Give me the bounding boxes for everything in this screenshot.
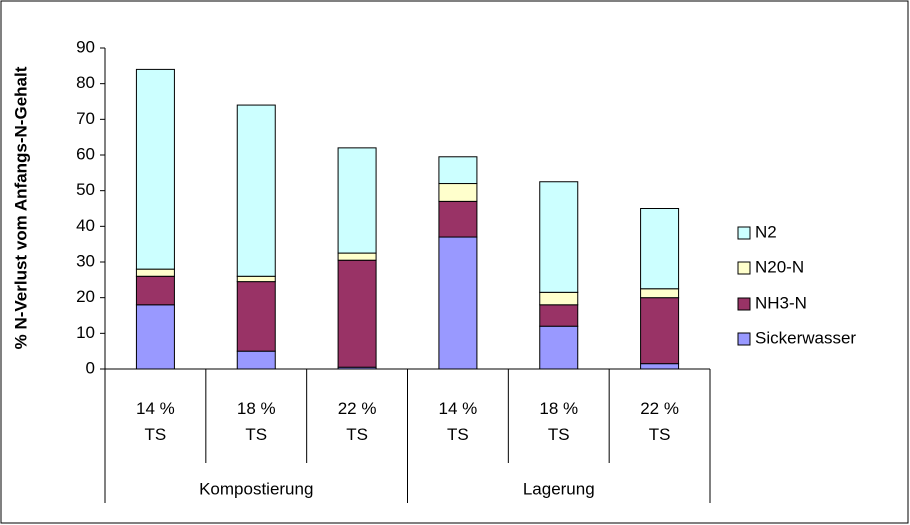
legend-label: N20-N: [755, 257, 804, 276]
bar-segment: [236, 275, 276, 283]
y-tick-label: 10: [76, 323, 95, 342]
bar-segment: [337, 259, 377, 368]
bar-segment: [539, 325, 579, 370]
bar-segment: [438, 236, 478, 370]
x-tick-label: 22 % TS: [337, 399, 377, 444]
bar-segment: [236, 104, 276, 277]
bar-segment: [539, 181, 579, 293]
bar-segment: [640, 297, 680, 365]
y-tick-label: 40: [76, 216, 95, 235]
bar-segment: [640, 208, 680, 290]
x-tick-label: 18 % TS: [236, 399, 276, 444]
y-tick-label: 50: [76, 180, 95, 199]
y-axis-title: % N-Verlust vom Anfangs-N-Gehalt: [11, 66, 30, 349]
bar-segment: [337, 147, 377, 254]
legend-swatch: [737, 261, 751, 275]
bar-segment: [135, 268, 175, 277]
group-label: Kompostierung: [199, 479, 313, 498]
legend-label: Sickerwasser: [755, 328, 856, 347]
bar-segment: [135, 68, 175, 270]
legend-label: NH3-N: [755, 293, 807, 312]
bar-segment: [539, 291, 579, 306]
x-tick-label: 14 % TS: [136, 399, 175, 444]
bar-segment: [640, 363, 680, 370]
y-tick-label: 80: [76, 73, 95, 92]
bar-segment: [539, 304, 579, 327]
bar-segment: [438, 200, 478, 238]
bar-segment: [135, 275, 175, 306]
legend-swatch: [737, 226, 751, 240]
bar-segment: [438, 183, 478, 202]
bar-segment: [135, 304, 175, 370]
y-tick-label: 70: [76, 109, 95, 128]
legend-label: N2: [755, 222, 777, 241]
y-tick-label: 0: [86, 358, 95, 377]
x-tick-label: 22 % TS: [640, 399, 679, 444]
group-label: Lagerung: [523, 479, 595, 498]
y-tick-label: 30: [76, 251, 95, 270]
y-tick-label: 60: [76, 144, 95, 163]
bar-segment: [236, 281, 276, 352]
x-tick-label: 14 % TS: [438, 399, 478, 444]
x-tick-label: 18 % TS: [539, 399, 579, 444]
y-tick-label: 90: [76, 37, 95, 56]
legend-swatch: [737, 332, 751, 346]
legend-swatch: [737, 297, 751, 311]
y-tick-label: 20: [76, 287, 95, 306]
bar-segment: [236, 350, 276, 370]
bar-segment: [438, 156, 478, 185]
bar-segment: [640, 288, 680, 299]
bar-segment: [337, 252, 377, 261]
